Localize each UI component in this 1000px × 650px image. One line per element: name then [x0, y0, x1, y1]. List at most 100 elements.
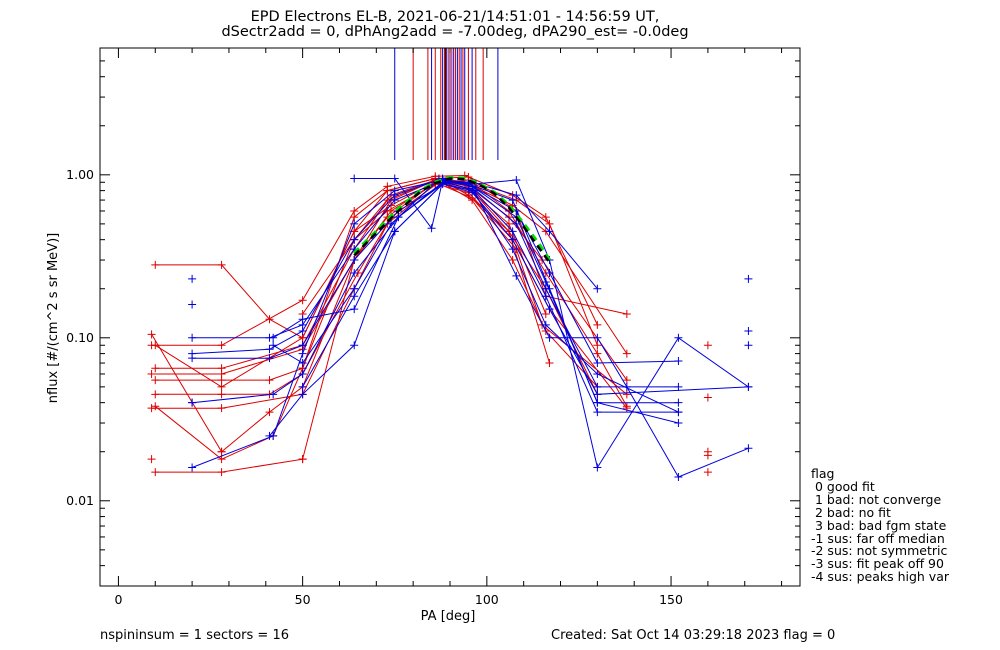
scatter-point-blue [188, 300, 197, 309]
data-point-blue [674, 382, 683, 391]
data-point-blue [350, 284, 359, 293]
data-point-red [468, 196, 477, 205]
data-point-red [147, 369, 156, 378]
legend-entry: 2 bad: no fit [811, 504, 891, 520]
data-point-red [593, 349, 602, 358]
y-tick-label: 0.01 [66, 493, 94, 508]
data-point-red [541, 213, 550, 222]
data-point-red [504, 219, 513, 228]
data-point-red [217, 390, 226, 399]
flag-legend: flag 0 good fit 1 bad: not converge 2 ba… [811, 466, 949, 584]
data-point-blue [298, 390, 307, 399]
series-line-red [151, 177, 550, 453]
y-tick-label: 1.00 [66, 167, 94, 182]
series-line-blue [302, 183, 679, 413]
scatter-point-blue [188, 274, 197, 283]
series-line-green [352, 175, 551, 261]
data-point-blue [350, 256, 359, 265]
data-point-blue [265, 345, 274, 354]
scatter-point-red [703, 451, 712, 460]
scatter-point-red [703, 468, 712, 477]
data-point-blue [593, 390, 602, 399]
data-point-blue [674, 398, 683, 407]
footer-right: Created: Sat Oct 14 03:29:18 2023 flag =… [551, 628, 836, 643]
data-point-red [151, 260, 160, 269]
legend-entry: 1 bad: not converge [811, 491, 942, 507]
scatter-point-red [147, 455, 156, 464]
series-line-black [353, 177, 551, 264]
y-axis-label: nflux [#/(cm^2 s sr MeV)] [46, 233, 61, 403]
series-line-red [151, 174, 598, 346]
data-point-blue [541, 320, 550, 329]
legend-entry: 0 good fit [811, 478, 875, 494]
data-point-blue [188, 333, 197, 342]
series-line-blue [191, 179, 679, 468]
footer-left: nspininsum = 1 sectors = 16 [100, 628, 289, 643]
data-point-blue [512, 191, 521, 200]
data-point-red [298, 296, 307, 305]
data-point-blue [350, 305, 359, 314]
x-tick-label: 0 [114, 592, 122, 607]
data-point-red [217, 341, 226, 350]
legend-entry: -3 sus: fit peak off 90 [811, 556, 944, 572]
data-series [147, 171, 753, 481]
scatter-point-blue [188, 398, 197, 407]
data-point-blue [265, 431, 274, 440]
data-point-blue [512, 271, 521, 280]
data-point-blue [744, 382, 753, 391]
x-tick-label: 150 [659, 592, 683, 607]
legend-title: flag [811, 466, 835, 481]
data-point-red [147, 330, 156, 339]
data-point-blue [674, 333, 683, 342]
data-point-blue [512, 175, 521, 184]
data-point-red [298, 333, 307, 342]
series-line-red [155, 177, 598, 369]
data-point-blue [593, 359, 602, 368]
data-point-blue [350, 292, 359, 301]
data-point-red [387, 201, 396, 210]
data-point-red [217, 376, 226, 385]
scatter-point-blue [744, 327, 753, 336]
data-point-blue [390, 227, 399, 236]
data-point-blue [438, 179, 447, 188]
data-point-blue [269, 333, 278, 342]
legend-entry: -2 sus: not symmetric [811, 543, 948, 559]
scatter-points [147, 274, 753, 477]
series-line-blue [272, 178, 679, 424]
data-point-red [265, 315, 274, 324]
data-point-blue [508, 235, 517, 244]
data-point-blue [350, 219, 359, 228]
scatter-point-blue [744, 341, 753, 350]
data-point-blue [468, 186, 477, 195]
data-point-red [541, 309, 550, 318]
x-tick-label: 50 [295, 592, 311, 607]
scatter-point-red [703, 393, 712, 402]
y-tick-label: 0.10 [66, 330, 94, 345]
data-point-blue [593, 333, 602, 342]
data-point-blue [508, 227, 517, 236]
data-point-red [622, 402, 631, 411]
data-point-blue [593, 284, 602, 293]
data-point-blue [298, 382, 307, 391]
scatter-point-red [217, 447, 226, 456]
data-point-red [217, 382, 226, 391]
data-point-red [593, 320, 602, 329]
scatter-point-red [703, 341, 712, 350]
data-point-red [622, 349, 631, 358]
x-tick-label: 100 [475, 592, 499, 607]
data-point-blue [674, 357, 683, 366]
data-point-blue [593, 382, 602, 391]
data-point-blue [298, 315, 307, 324]
data-point-red [217, 404, 226, 413]
data-point-red [545, 359, 554, 368]
data-point-blue [298, 327, 307, 336]
data-point-red [217, 260, 226, 269]
legend-entry: 3 bad: bad fgm state [811, 517, 947, 533]
data-point-red [545, 219, 554, 228]
data-point-red [622, 376, 631, 385]
data-point-blue [674, 408, 683, 417]
data-point-blue [390, 186, 399, 195]
data-point-blue [593, 369, 602, 378]
data-point-blue [545, 227, 554, 236]
